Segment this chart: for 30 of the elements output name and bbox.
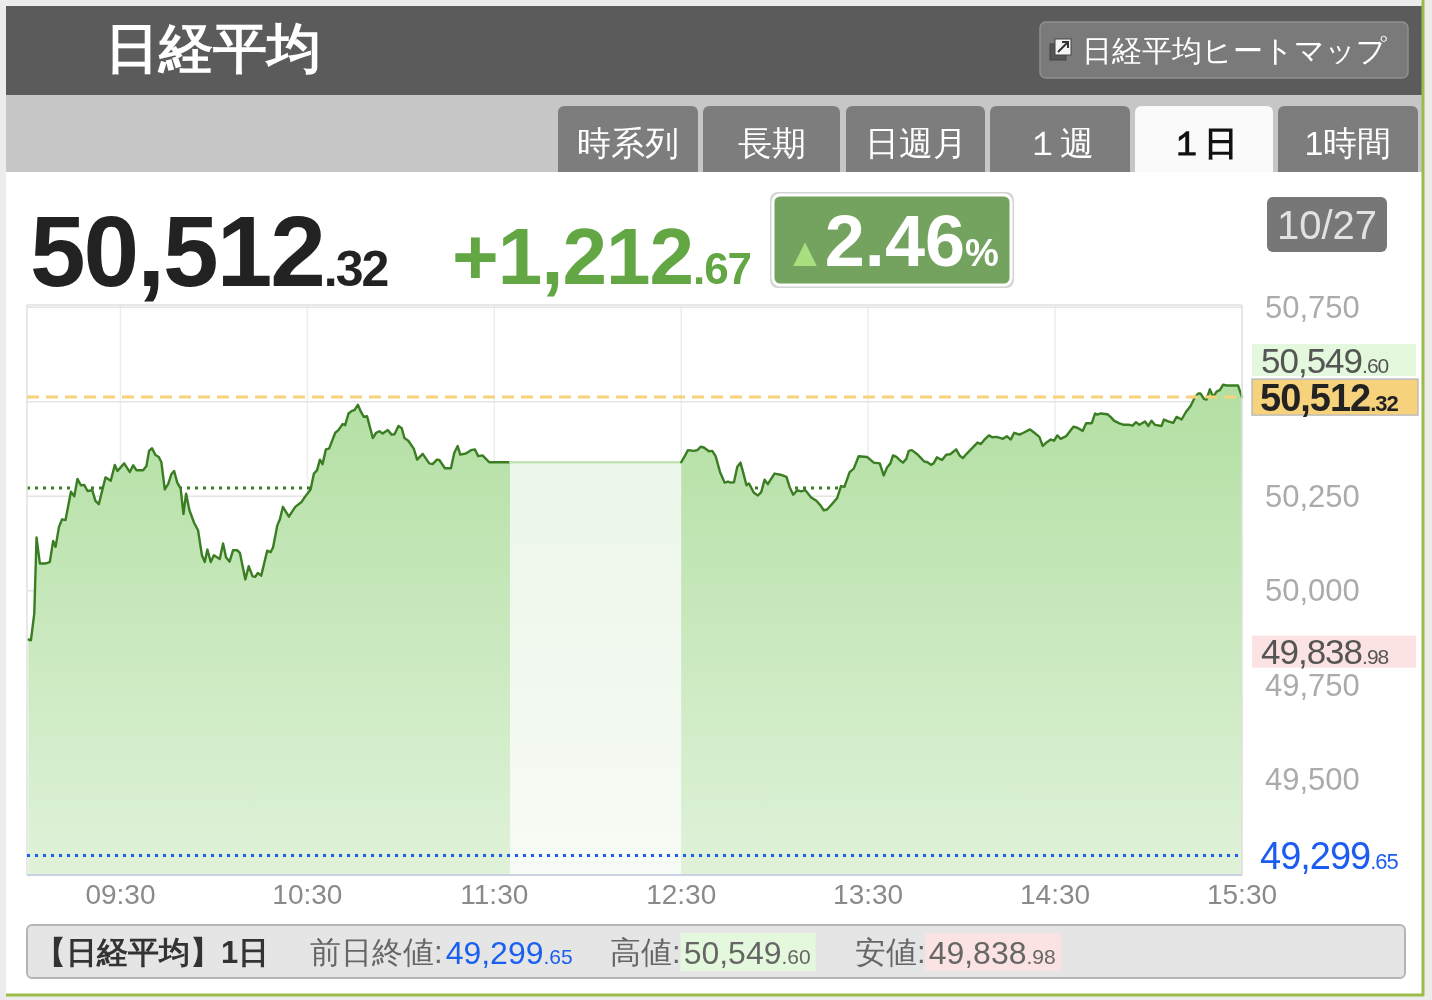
- text: 1時間: [1304, 124, 1392, 162]
- annotation: 50,549.60: [1261, 340, 1389, 380]
- x-tick-label: 09:30: [85, 878, 156, 910]
- x-tick-label: 13:30: [833, 878, 904, 910]
- text: 10/27: [1276, 203, 1378, 247]
- text: 日週月: [864, 124, 967, 162]
- text: 高値:50,549.60: [610, 934, 811, 971]
- text: 時系列: [577, 124, 679, 162]
- ref-line-label: 49,299.65: [1260, 835, 1399, 878]
- x-tick-label: 11:30: [460, 878, 529, 910]
- annotation: 49,838.98: [1261, 632, 1389, 672]
- annotation: 50,512.32: [30, 195, 388, 307]
- text: 日経平均ヒートマップ: [1082, 33, 1387, 67]
- text: 長期: [737, 124, 806, 162]
- text: 安値:49,838.98: [855, 934, 1056, 971]
- y-tick-label: 50,750: [1265, 289, 1360, 325]
- text: １日: [1170, 124, 1238, 162]
- x-tick-label: 15:30: [1206, 878, 1278, 910]
- text: 【日経平均】1日: [35, 934, 270, 970]
- x-tick-label: 12:30: [646, 878, 717, 910]
- y-tick-label: 50,250: [1265, 478, 1360, 514]
- y-tick-label: 50,000: [1265, 573, 1360, 609]
- y-tick-label: 49,500: [1265, 762, 1360, 798]
- text: 前日終値:49,299.65: [310, 934, 573, 971]
- chart-title: 日経平均: [105, 18, 321, 78]
- text: +1,212.67: [452, 211, 752, 301]
- x-tick-label: 14:30: [1020, 878, 1091, 910]
- text: １週: [1026, 124, 1094, 162]
- text: ▲2.46%: [785, 201, 999, 281]
- x-tick-label: 10:30: [272, 878, 343, 910]
